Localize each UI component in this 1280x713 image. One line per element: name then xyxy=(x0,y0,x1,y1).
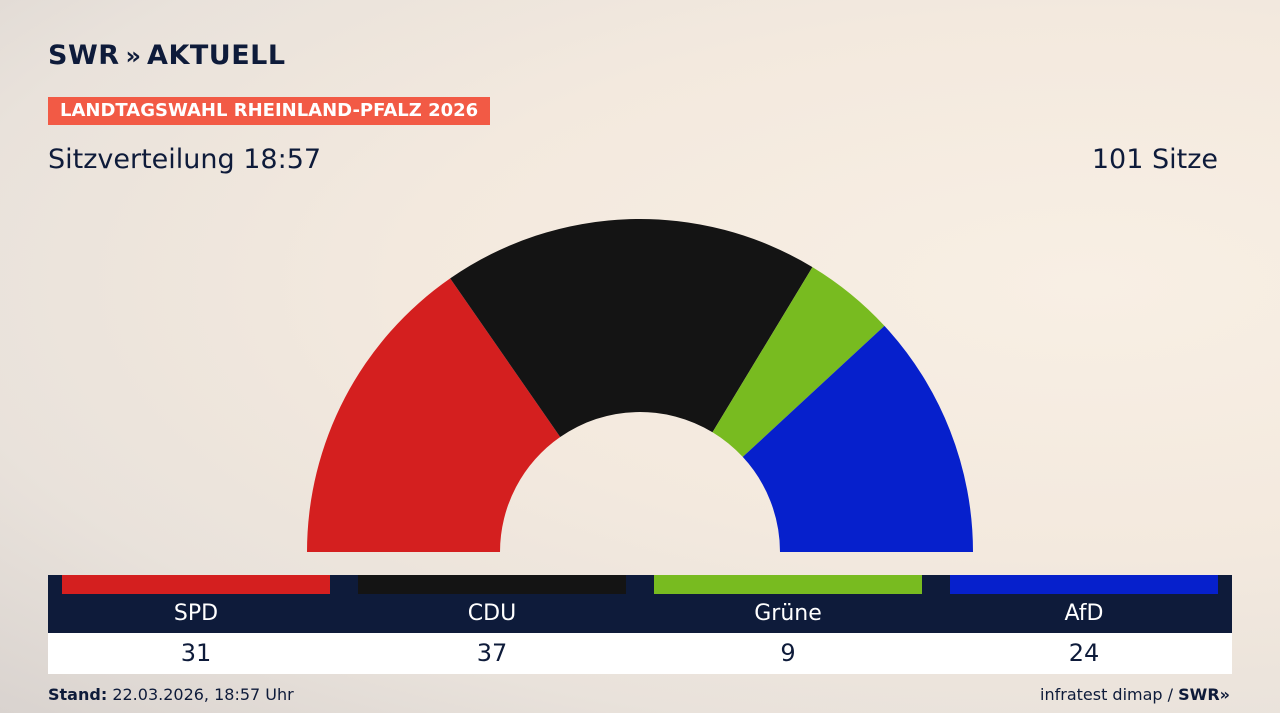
seat-segment-spd xyxy=(307,278,561,552)
timestamp-value: 22.03.2026, 18:57 Uhr xyxy=(112,685,294,704)
seat-segment-afd xyxy=(742,325,973,552)
party-name: AfD xyxy=(1064,601,1104,626)
source-brand: SWR xyxy=(1178,685,1220,704)
party-cell: Grüne xyxy=(640,575,936,633)
party-seat-count: 37 xyxy=(476,639,508,667)
party-cell: SPD xyxy=(48,575,344,633)
logo-suffix: AKTUELL xyxy=(147,40,286,71)
party-seat-count: 24 xyxy=(1068,639,1100,667)
party-color-bar xyxy=(654,575,922,594)
chart-title: Sitzverteilung 18:57 xyxy=(48,144,322,175)
source-text: infratest dimap / xyxy=(1040,685,1174,704)
party-seat-count: 31 xyxy=(180,639,212,667)
total-seats: 101 Sitze xyxy=(1091,144,1218,175)
party-name: CDU xyxy=(467,601,517,626)
source-credit: infratest dimap / SWR» xyxy=(1040,685,1230,704)
party-seat-count: 9 xyxy=(780,639,796,667)
election-badge: LANDTAGSWAHL RHEINLAND-PFALZ 2026 xyxy=(48,97,491,125)
party-color-bar xyxy=(950,575,1218,594)
logo-brand: SWR xyxy=(48,40,120,71)
timestamp-label: Stand: xyxy=(48,685,108,704)
party-names-row: SPD CDU Grüne AfD xyxy=(48,575,1232,633)
party-cell: AfD xyxy=(936,575,1232,633)
swr-aktuell-logo: SWR » AKTUELL xyxy=(48,40,286,71)
seat-segment-cdu xyxy=(450,219,813,437)
party-legend-table: SPD CDU Grüne AfD 31 37 9 24 xyxy=(48,575,1232,674)
party-color-bar xyxy=(358,575,626,594)
party-cell: CDU xyxy=(344,575,640,633)
party-color-bar xyxy=(62,575,330,594)
party-values-row: 31 37 9 24 xyxy=(48,633,1232,674)
party-name: Grüne xyxy=(754,601,822,626)
party-name: SPD xyxy=(173,601,219,626)
seat-segment-grüne xyxy=(712,267,885,457)
source-chevron-icon: » xyxy=(1219,685,1230,704)
timestamp: Stand: 22.03.2026, 18:57 Uhr xyxy=(48,685,294,704)
